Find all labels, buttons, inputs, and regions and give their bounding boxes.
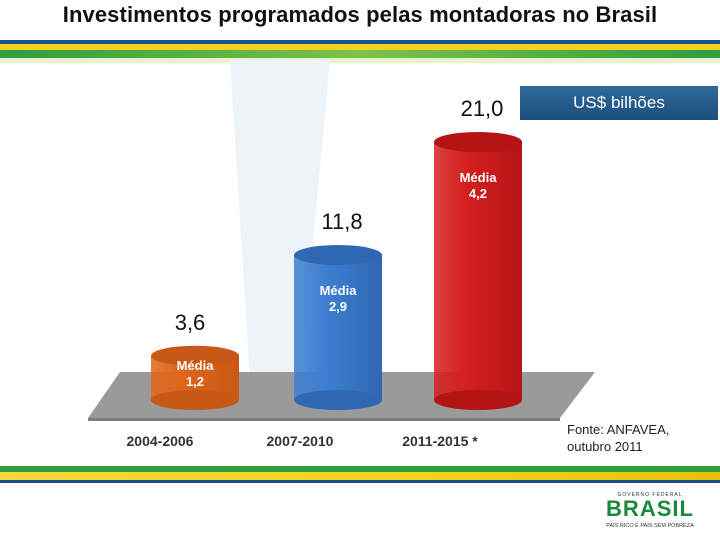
- bar-body-2: [434, 142, 522, 400]
- chart-floor-edge: [88, 418, 560, 421]
- bar-value-label-0: 3,6: [175, 310, 206, 335]
- top-band-green: [0, 50, 720, 58]
- category-label-2: 2011-2015 *: [402, 433, 478, 449]
- bar-average-value-1: 2,9: [329, 299, 347, 314]
- logo-top-text: GOVERNO FEDERAL: [617, 492, 683, 498]
- bottom-band-blue: [0, 480, 720, 483]
- bottom-band-yellow: [0, 472, 720, 480]
- unit-legend-box: US$ bilhões: [520, 86, 718, 120]
- logo-main-text: BRASIL: [606, 496, 694, 521]
- category-label-1: 2007-2010: [267, 433, 334, 449]
- bar-bottom-1: [294, 390, 382, 410]
- slide-title: Investimentos programados pelas montador…: [62, 2, 658, 27]
- bar-body-1: [294, 255, 382, 400]
- source-line-2: outubro 2011: [567, 439, 643, 454]
- bar-value-label-2: 21,0: [461, 96, 504, 121]
- top-band-yellow: [0, 44, 720, 50]
- source-line-1: Fonte: ANFAVEA,: [567, 422, 670, 437]
- top-band-blue: [0, 40, 720, 44]
- top-band-light: [0, 58, 720, 63]
- bar-average-value-2: 4,2: [469, 186, 487, 201]
- governo-brasil-logo: GOVERNO FEDERAL BRASIL PAÍS RICO É PAÍS …: [604, 492, 696, 532]
- source-note: Fonte: ANFAVEA, outubro 2011: [567, 421, 717, 455]
- bar-top-2: [434, 132, 522, 152]
- category-label-0: 2004-2006: [127, 433, 194, 449]
- bottom-band-green: [0, 466, 720, 472]
- bar-value-label-1: 11,8: [321, 209, 362, 234]
- bar-average-value-0: 1,2: [186, 374, 204, 389]
- logo-sub-text: PAÍS RICO É PAÍS SEM POBREZA: [606, 523, 694, 529]
- bar-bottom-0: [151, 390, 239, 410]
- bar-top-1: [294, 245, 382, 266]
- bar-bottom-2: [434, 390, 522, 410]
- bar-average-title-1: Média: [320, 283, 358, 298]
- bar-top-0: [151, 345, 239, 366]
- bar-average-title-0: Média: [177, 358, 215, 373]
- bar-average-title-2: Média: [460, 170, 498, 185]
